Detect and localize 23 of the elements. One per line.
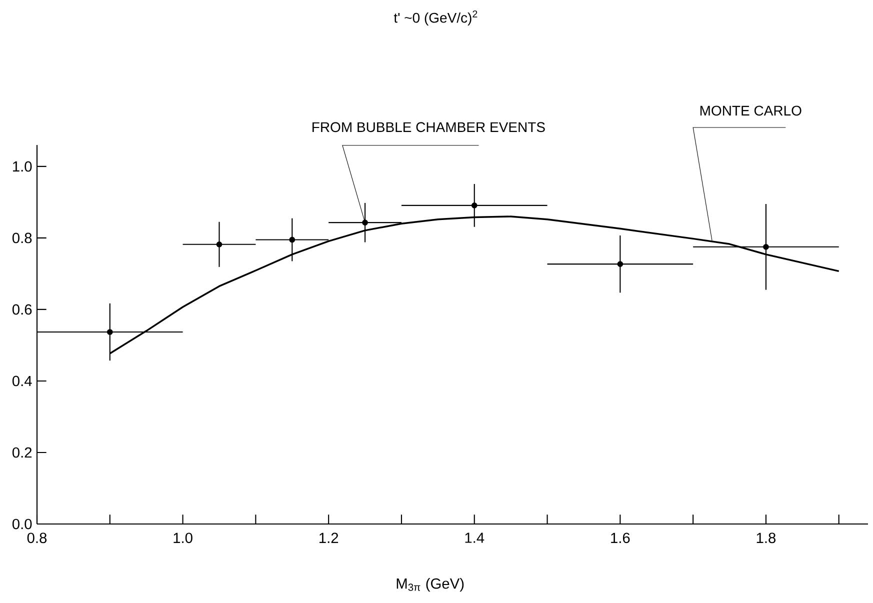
x-tick-label: 1.4 (465, 532, 484, 543)
y-tick-label: 1.0 (13, 161, 32, 172)
y-tick-label: 0.0 (12, 518, 32, 530)
point (289, 236, 296, 243)
x-tick-label: 1.2 (320, 532, 338, 543)
y-tick-label: 0.8 (12, 232, 32, 244)
point (106, 329, 113, 335)
x-tick-label: 1.8 (756, 532, 776, 544)
point (471, 202, 478, 208)
y-tick-label: 0.2 (12, 447, 32, 458)
y-tick-label: 0.6 (12, 304, 32, 315)
annotation: MONTE CARLO (700, 106, 802, 116)
y-tick-label: 0.4 (12, 376, 32, 386)
annotation: FROM BUBBLE CHAMBER EVENTS (312, 122, 545, 132)
point (763, 244, 769, 250)
x-tick-label: 0.8 (27, 532, 47, 544)
x-tick-label: 1.6 (611, 532, 630, 544)
x-tick-label: 1.0 (174, 532, 192, 544)
point (617, 261, 624, 267)
point (362, 220, 368, 226)
chart-title: t' ~0 (GeV/c)$^{2}$ (394, 10, 478, 26)
point (216, 241, 222, 248)
x-axis-title: M$_{3π}$ (GeV) (396, 578, 464, 592)
